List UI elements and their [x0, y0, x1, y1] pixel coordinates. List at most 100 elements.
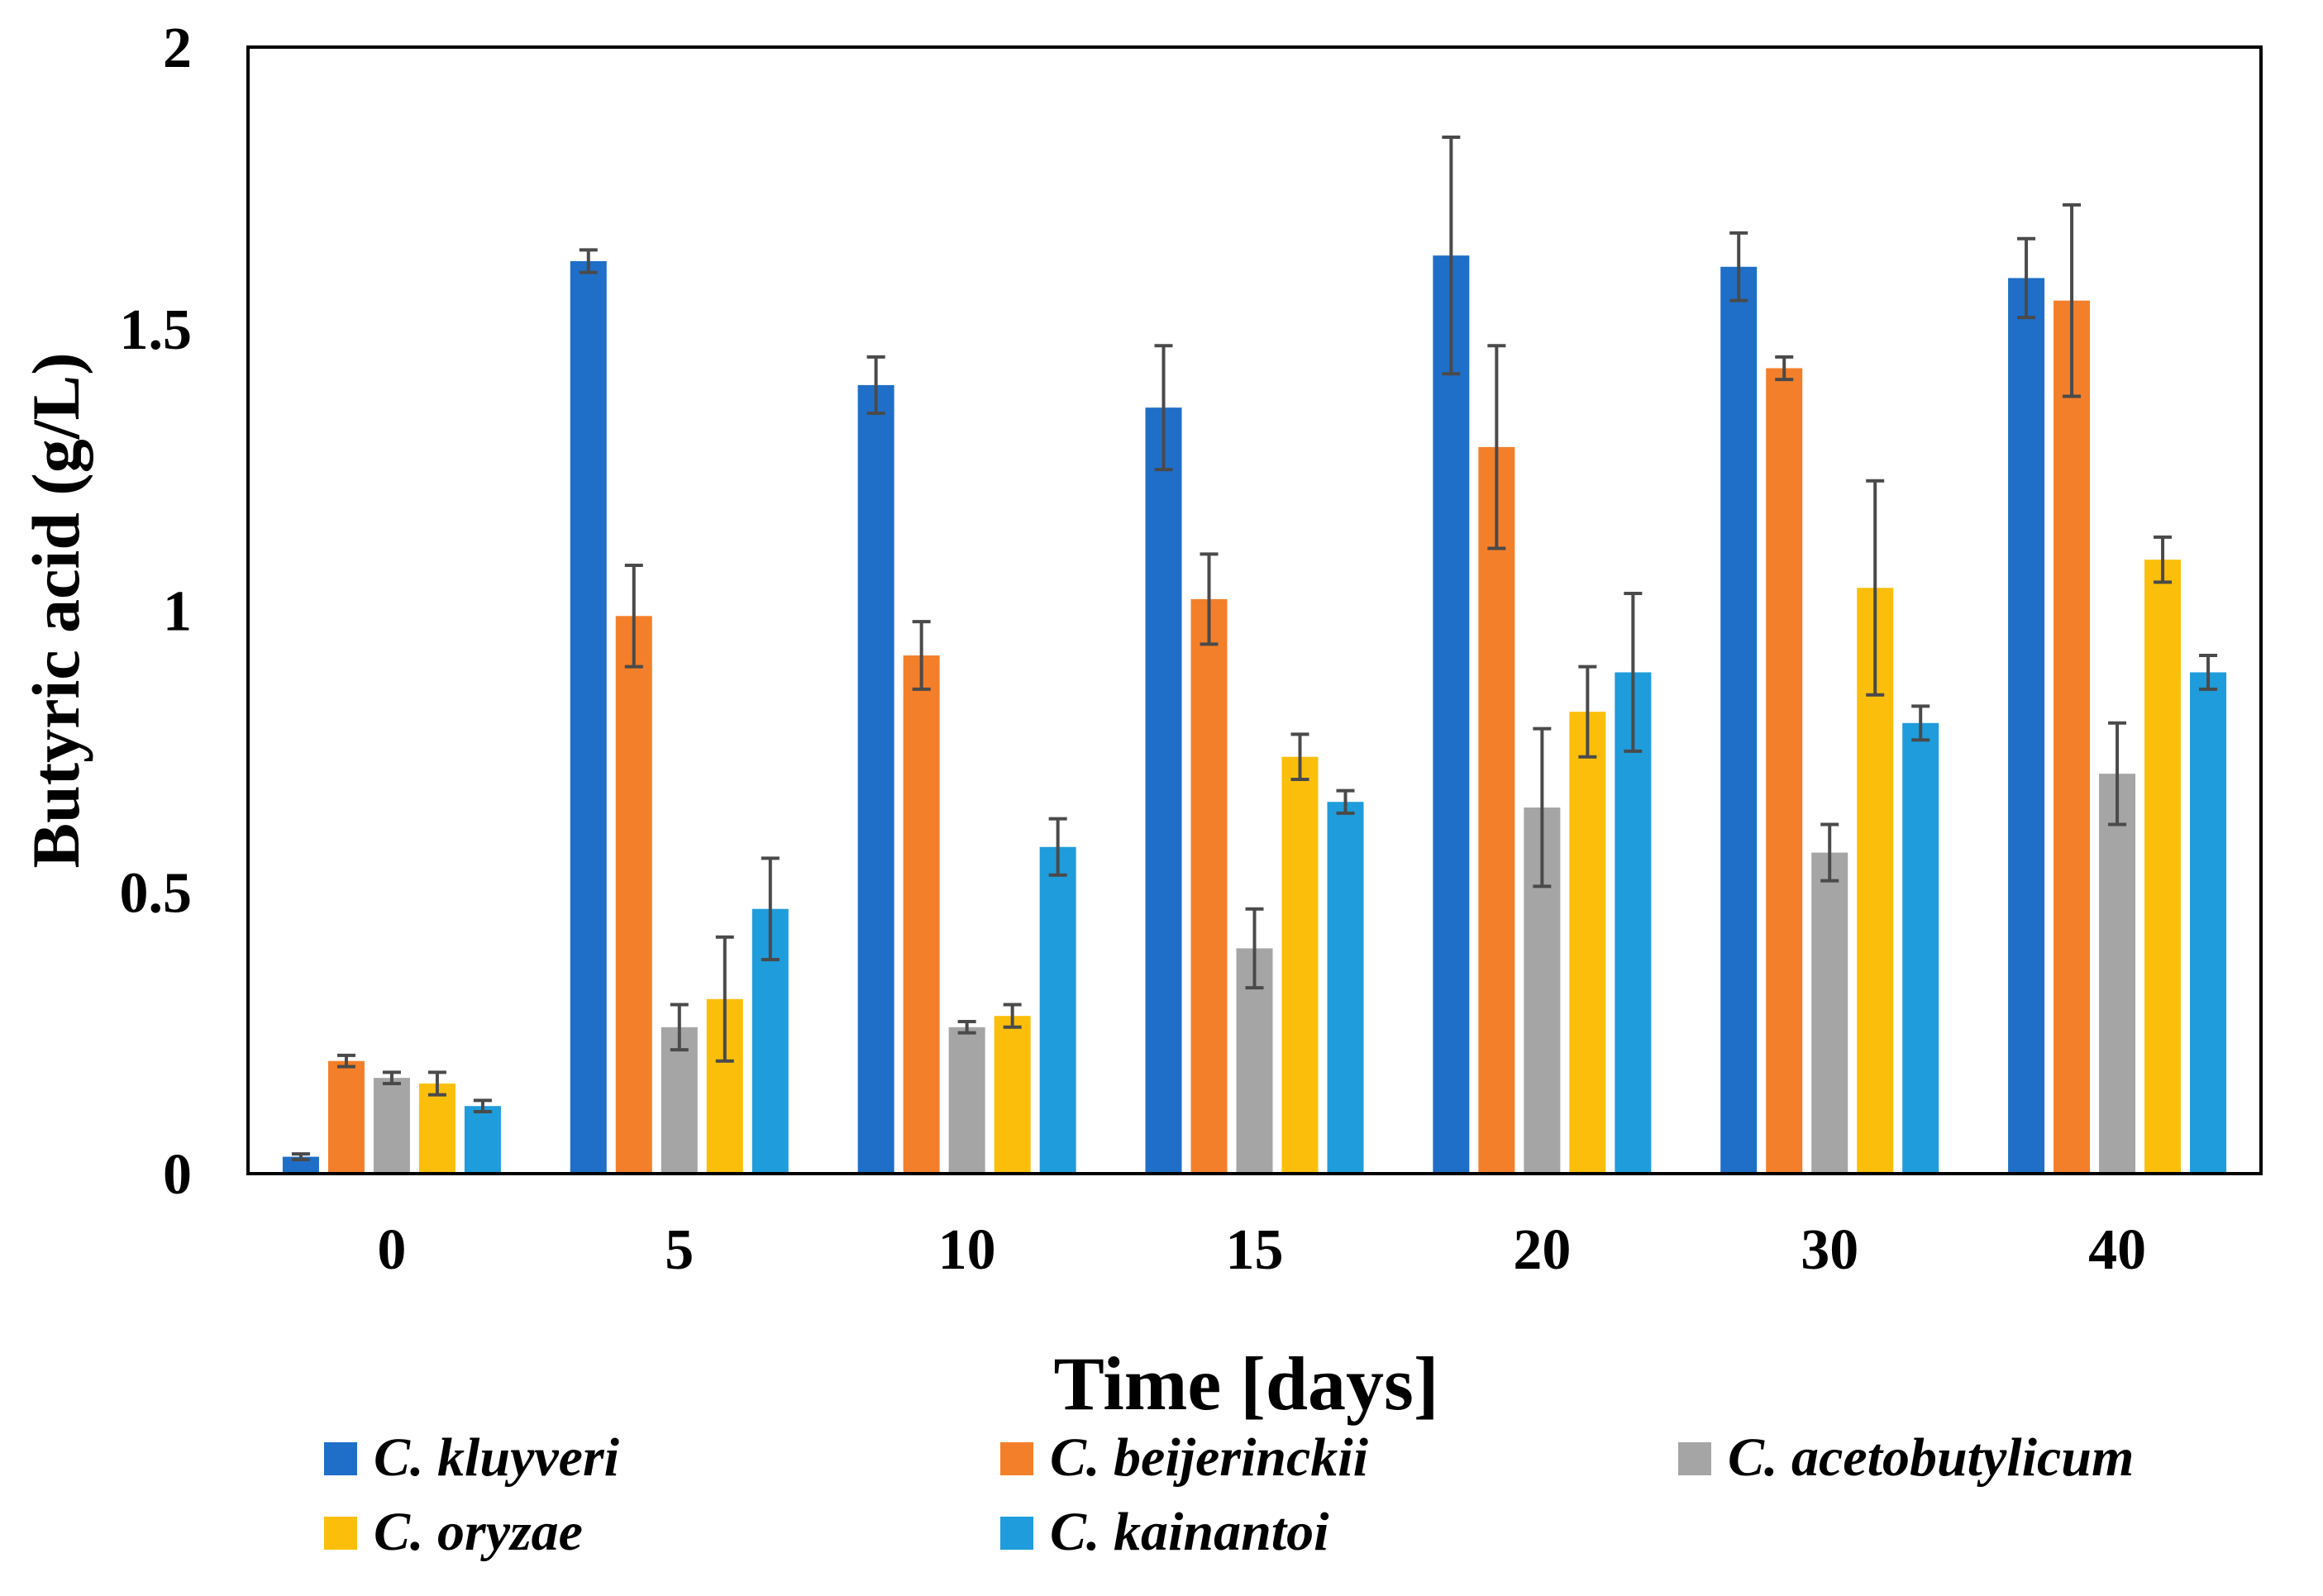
bar-c-kainantoi-day-10	[1039, 846, 1076, 1174]
y-axis-ticks: 0 0.5 1 1.5 2	[120, 17, 193, 1207]
error-bar	[2199, 654, 2218, 691]
y-tick-label: 1.5	[120, 298, 193, 362]
error-bars-layer	[291, 136, 2218, 1161]
error-bar	[336, 1053, 355, 1069]
legend-swatch	[1678, 1442, 1711, 1475]
legend-item: C. oryzae	[324, 1502, 583, 1562]
bar-c-oryzae-day-40	[2144, 560, 2182, 1174]
bar-c-kainantoi-day-0	[464, 1106, 501, 1174]
x-axis-title: Time [days]	[1054, 1341, 1439, 1426]
legend-label: C. oryzae	[374, 1502, 583, 1562]
legend: C. kluyveri C. beijerinckii C. acetobutyli…	[324, 1427, 2134, 1562]
error-bar	[1820, 822, 1839, 883]
legend-swatch	[324, 1517, 357, 1550]
error-bar	[624, 563, 643, 669]
legend-item: C. acetobutylicum	[1678, 1427, 2134, 1488]
legend-swatch	[1000, 1517, 1033, 1550]
error-bar	[1154, 344, 1173, 472]
error-bar	[1578, 665, 1597, 759]
bar-c-beijerinckii-day-20	[1478, 446, 1515, 1174]
bar-c-kluyveri-day-30	[1720, 266, 1758, 1174]
legend-item: C. kainantoi	[1000, 1502, 1329, 1562]
error-bar	[1487, 344, 1506, 550]
error-bar	[2063, 202, 2082, 398]
bar-c-acetobutylicum-day-40	[2099, 774, 2136, 1174]
error-bar	[715, 935, 734, 1063]
x-tick-label: 40	[2088, 1218, 2146, 1282]
bar-c-kainantoi-day-30	[1902, 722, 1939, 1174]
error-bar	[1245, 907, 1264, 990]
error-bar	[2017, 236, 2036, 320]
bar-c-kluyveri-day-20	[1433, 255, 1470, 1174]
error-bar	[382, 1070, 401, 1085]
y-tick-label: 2	[163, 17, 192, 80]
legend-item: C. beijerinckii	[1000, 1427, 1369, 1488]
bar-c-beijerinckii-day-0	[327, 1060, 365, 1174]
bar-c-kainantoi-day-20	[1615, 672, 1652, 1174]
error-bar	[670, 1003, 689, 1052]
bar-c-kainantoi-day-40	[2190, 672, 2227, 1174]
legend-swatch	[1000, 1442, 1033, 1475]
legend-label: C. acetobutylicum	[1728, 1427, 2134, 1488]
bar-c-oryzae-day-10	[994, 1016, 1031, 1174]
legend-label: C. kluyveri	[374, 1427, 620, 1488]
error-bar	[761, 856, 780, 962]
error-bar	[291, 1152, 310, 1161]
error-bar	[579, 248, 598, 274]
bar-c-oryzae-day-20	[1569, 712, 1606, 1174]
y-axis-title: Butyric acid (g/L)	[18, 352, 93, 868]
bar-c-acetobutylicum-day-30	[1811, 852, 1848, 1174]
bar-c-beijerinckii-day-5	[615, 616, 652, 1174]
bar-c-beijerinckii-day-10	[903, 655, 940, 1174]
error-bar	[1442, 136, 1461, 376]
error-bar	[1533, 727, 1552, 889]
bar-c-oryzae-day-15	[1281, 756, 1319, 1174]
x-tick-label: 10	[938, 1218, 996, 1282]
y-tick-label: 0.5	[120, 861, 193, 925]
error-bar	[1911, 704, 1930, 742]
x-tick-label: 15	[1226, 1218, 1284, 1282]
bar-c-oryzae-day-0	[418, 1083, 456, 1174]
legend-label: C. kainantoi	[1050, 1502, 1329, 1562]
x-tick-label: 20	[1513, 1218, 1571, 1282]
error-bar	[2154, 535, 2173, 584]
bar-c-beijerinckii-day-40	[2053, 300, 2091, 1174]
error-bar	[1003, 1003, 1022, 1029]
error-bar	[866, 355, 885, 415]
error-bar	[1200, 552, 1219, 646]
bar-c-kluyveri-day-10	[857, 384, 894, 1174]
legend-swatch	[324, 1442, 357, 1475]
x-tick-label: 30	[1801, 1218, 1858, 1282]
error-bar	[427, 1070, 446, 1097]
bar-c-beijerinckii-day-15	[1190, 598, 1228, 1174]
bars-layer	[282, 255, 2227, 1174]
bar-c-kluyveri-day-40	[2008, 278, 2045, 1174]
x-tick-label: 0	[377, 1218, 406, 1282]
legend-label: C. beijerinckii	[1050, 1427, 1369, 1488]
bar-c-beijerinckii-day-30	[1766, 368, 1803, 1174]
plot-area-frame	[246, 45, 2263, 1175]
error-bar	[1775, 355, 1794, 382]
error-bar	[473, 1098, 492, 1114]
error-bar	[1866, 479, 1885, 697]
legend-item: C. kluyveri	[324, 1427, 620, 1488]
error-bar	[1336, 788, 1355, 815]
error-bar	[1729, 231, 1748, 303]
error-bar	[1048, 817, 1067, 877]
x-axis-ticks: 0 5 10 15 20 30 40	[377, 1218, 2146, 1282]
bar-c-kainantoi-day-15	[1327, 802, 1364, 1174]
error-bar	[1624, 592, 1643, 753]
bar-c-kluyveri-day-5	[570, 260, 607, 1174]
x-tick-label: 5	[665, 1218, 694, 1282]
bar-c-acetobutylicum-day-0	[373, 1078, 410, 1174]
error-bar	[957, 1019, 976, 1035]
y-tick-label: 1	[163, 580, 192, 644]
bar-c-acetobutylicum-day-5	[661, 1027, 698, 1174]
error-bar	[2108, 721, 2127, 827]
bar-c-acetobutylicum-day-10	[948, 1027, 985, 1174]
bar-c-kluyveri-day-15	[1145, 407, 1182, 1174]
error-bar	[1290, 732, 1309, 781]
y-tick-label: 0	[163, 1143, 192, 1207]
error-bar	[912, 620, 931, 691]
